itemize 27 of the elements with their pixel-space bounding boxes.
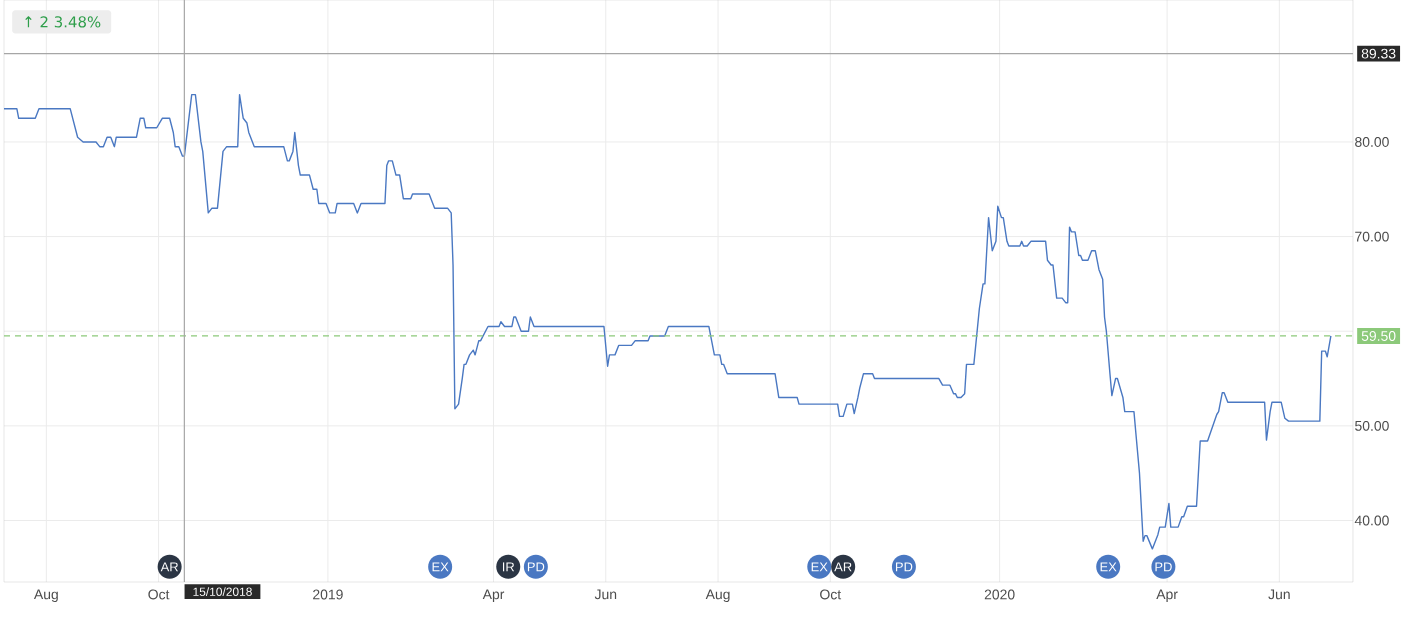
x-tick-label: Aug	[33, 589, 58, 603]
ref-line-label: 15/10/2018	[193, 587, 252, 596]
x-tick-label: 2019	[313, 589, 343, 600]
annotation: PD	[1155, 562, 1172, 572]
ref-line-label: 89.33	[1361, 48, 1396, 59]
x-tick-label: Jun	[594, 589, 617, 600]
x-tick-label: Aug	[705, 589, 730, 603]
x-tick-label: Apr	[482, 589, 505, 603]
annotation: AR	[160, 562, 179, 572]
y-tick-label: 40.00	[1354, 515, 1389, 526]
x-tick-label: Oct	[820, 589, 842, 600]
annotation: EX	[432, 562, 449, 572]
text: ↑ 2 3.48%	[25, 16, 101, 28]
annotation: EX	[1100, 562, 1117, 572]
x-tick-label: Jun	[1268, 589, 1290, 600]
x-tick-label: 2020	[984, 589, 1015, 600]
annotation: PD	[527, 562, 545, 572]
annotation: AR	[834, 562, 852, 572]
x-tick-label: Oct	[148, 589, 170, 600]
annotation: PD	[895, 562, 913, 572]
x-tick-label: Apr	[1156, 589, 1178, 603]
y-tick-label: 80.00	[1355, 137, 1389, 147]
y-tick-label: 70.00	[1355, 231, 1389, 242]
annotation: IR	[502, 562, 515, 572]
y-tick-label: 50.00	[1355, 420, 1389, 431]
annotation: EX	[811, 562, 828, 572]
ref-line-label: 59.50	[1361, 331, 1396, 341]
